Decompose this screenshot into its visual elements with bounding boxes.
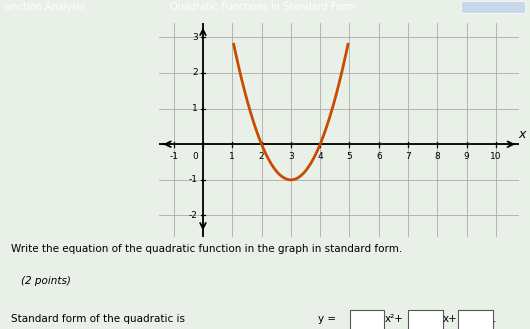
Text: -1: -1 [169, 152, 178, 161]
Text: 2: 2 [259, 152, 264, 161]
Text: 4: 4 [317, 152, 323, 161]
FancyBboxPatch shape [461, 1, 525, 13]
Text: 5: 5 [347, 152, 352, 161]
Text: x²+: x²+ [384, 314, 403, 324]
Text: 3: 3 [288, 152, 294, 161]
Text: 0: 0 [192, 152, 198, 161]
Text: y =: y = [318, 314, 336, 324]
Text: Standard form of the quadratic is: Standard form of the quadratic is [11, 314, 188, 324]
Text: 1: 1 [192, 104, 198, 113]
Text: -2: -2 [189, 211, 198, 220]
Text: Quadratic Functions in Standard Form: Quadratic Functions in Standard Form [170, 2, 355, 13]
Text: 3: 3 [192, 33, 198, 42]
Text: 2: 2 [192, 68, 198, 77]
Text: x+: x+ [443, 314, 457, 324]
Text: 8: 8 [435, 152, 440, 161]
Text: 1: 1 [229, 152, 235, 161]
Text: 10: 10 [490, 152, 502, 161]
Text: 7: 7 [405, 152, 411, 161]
Text: unction Analysis: unction Analysis [5, 2, 85, 13]
FancyBboxPatch shape [408, 310, 443, 329]
Text: (2 points): (2 points) [21, 276, 71, 286]
Text: Write the equation of the quadratic function in the graph in standard form.: Write the equation of the quadratic func… [11, 244, 402, 254]
Text: 9: 9 [464, 152, 470, 161]
Text: -1: -1 [189, 175, 198, 184]
FancyBboxPatch shape [350, 310, 384, 329]
Text: .: . [493, 314, 496, 324]
FancyBboxPatch shape [458, 310, 493, 329]
Text: x: x [519, 128, 526, 141]
Text: 6: 6 [376, 152, 382, 161]
